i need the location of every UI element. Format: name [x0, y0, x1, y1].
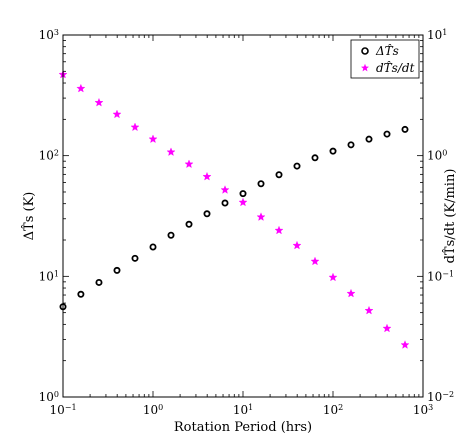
data-point-dts-dt: [94, 97, 104, 107]
y-right-tick-label: 10−1: [427, 269, 454, 284]
y-left-tick-label: 100: [39, 390, 59, 405]
x-tick-label: 101: [233, 403, 253, 418]
data-point-delta-ts: [221, 199, 229, 207]
y-right-tick-label: 100: [427, 148, 447, 163]
legend-label-delta-ts: ΔT̂s: [375, 43, 399, 58]
data-point-dts-dt: [364, 305, 374, 315]
data-point-dts-dt: [256, 212, 266, 221]
data-point-delta-ts: [329, 147, 337, 155]
data-point-dts-dt: [130, 122, 140, 132]
x-tick-label: 102: [323, 403, 343, 418]
data-point-delta-ts: [95, 278, 103, 286]
data-point-delta-ts: [167, 231, 175, 239]
y-left-tick-label: 101: [39, 269, 59, 284]
data-point-dts-dt: [238, 197, 248, 207]
x-tick-label: 103: [413, 403, 433, 418]
data-point-delta-ts: [77, 290, 85, 298]
legend: ΔT̂s dT̂s/dt: [350, 39, 420, 79]
data-point-dts-dt: [184, 159, 194, 169]
data-point-delta-ts: [257, 180, 265, 188]
data-point-dts-dt: [166, 147, 176, 156]
data-point-dts-dt: [220, 185, 230, 194]
data-point-delta-ts: [293, 162, 301, 170]
data-point-dts-dt: [310, 256, 320, 266]
data-point-dts-dt: [148, 134, 158, 144]
data-point-dts-dt: [382, 323, 392, 333]
x-axis-label: Rotation Period (hrs): [174, 420, 312, 435]
data-point-dts-dt: [112, 109, 122, 119]
y-left-tick-label: 103: [39, 28, 59, 43]
series-delta-ts: [59, 125, 409, 311]
legend-box: [350, 39, 420, 79]
data-point-delta-ts: [347, 141, 355, 149]
data-point-delta-ts: [311, 154, 319, 162]
data-point-delta-ts: [185, 220, 193, 228]
data-point-delta-ts: [383, 130, 391, 138]
data-point-dts-dt: [202, 171, 212, 181]
x-tick-label: 10−1: [49, 403, 76, 418]
axis-ticks: 10−1 100 101 102 10310010110210310−210−11001…: [39, 28, 454, 418]
data-point-dts-dt: [346, 288, 356, 298]
legend-marker-dts-dt: [361, 63, 369, 72]
data-point-dts-dt: [76, 83, 86, 93]
data-point-delta-ts: [131, 254, 139, 262]
data-point-delta-ts: [149, 243, 157, 251]
y-axis-right-label: dT̂s/dt (K/min): [442, 169, 458, 264]
data-point-delta-ts: [365, 135, 373, 143]
data-point-delta-ts: [203, 210, 211, 218]
data-point-delta-ts: [401, 125, 409, 133]
x-tick-label: 100: [143, 403, 163, 418]
y-right-tick-label: 101: [427, 28, 447, 43]
y-right-tick-label: 10−2: [427, 390, 454, 405]
y-axis-left-label: ΔT̂s (K): [21, 192, 37, 241]
data-point-delta-ts: [275, 171, 283, 179]
data-point-dts-dt: [274, 225, 284, 235]
data-point-dts-dt: [292, 240, 302, 250]
legend-label-dts-dt: dT̂s/dt: [376, 60, 415, 75]
data-point-dts-dt: [328, 272, 338, 282]
data-point-delta-ts: [113, 266, 121, 274]
data-point-delta-ts: [239, 190, 247, 198]
y-left-tick-label: 102: [39, 148, 59, 163]
legend-marker-delta-ts: [361, 47, 369, 55]
data-point-dts-dt: [400, 340, 410, 349]
